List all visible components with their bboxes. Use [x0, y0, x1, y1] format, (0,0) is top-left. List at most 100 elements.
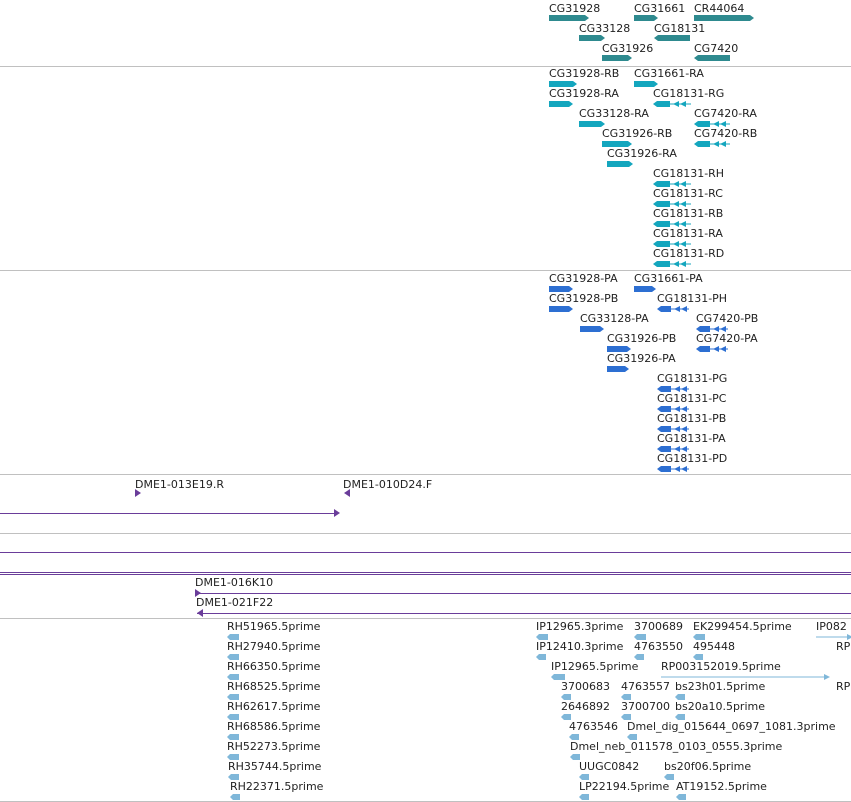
- feature-label[interactable]: CG18131-PH: [657, 292, 728, 305]
- forward-feature-glyph[interactable]: [634, 285, 658, 293]
- feature-label[interactable]: RH68525.5prime: [227, 680, 321, 693]
- forward-feature-glyph[interactable]: [634, 14, 660, 22]
- feature-label[interactable]: CG31661: [634, 2, 686, 15]
- forward-feature-glyph[interactable]: [634, 80, 660, 88]
- feature-label[interactable]: CG18131-RH: [653, 167, 725, 180]
- reverse-exon-glyph[interactable]: [653, 220, 695, 228]
- feature-label[interactable]: CG18131-RD: [653, 247, 725, 260]
- reverse-exon-glyph[interactable]: [694, 120, 734, 128]
- feature-label[interactable]: 4763557: [621, 680, 670, 693]
- forward-feature-glyph[interactable]: [694, 14, 756, 22]
- reverse-feature-glyph[interactable]: [694, 54, 734, 62]
- feature-label[interactable]: RH66350.5prime: [227, 660, 321, 673]
- feature-label[interactable]: IP12965.3prime: [536, 620, 624, 633]
- clone-end-marker[interactable]: [194, 589, 202, 597]
- feature-label[interactable]: Dmel_neb_011578_0103_0555.3prime: [570, 740, 783, 753]
- feature-label[interactable]: bs23h01.5prime: [675, 680, 766, 693]
- est-glyph[interactable]: [634, 633, 650, 641]
- forward-feature-glyph[interactable]: [602, 140, 634, 148]
- reverse-exon-glyph[interactable]: [696, 345, 732, 353]
- clone-span-line[interactable]: [0, 552, 851, 553]
- reverse-exon-glyph[interactable]: [653, 180, 695, 188]
- feature-label[interactable]: CG33128-PA: [580, 312, 649, 325]
- est-glyph[interactable]: [227, 633, 243, 641]
- feature-label[interactable]: CG33128-RA: [579, 107, 649, 120]
- est-glyph[interactable]: [676, 793, 690, 801]
- feature-label[interactable]: CG31926-RA: [607, 147, 677, 160]
- forward-feature-glyph[interactable]: [549, 305, 575, 313]
- feature-label[interactable]: IP12410.3prime: [536, 640, 624, 653]
- feature-label[interactable]: DME1-010D24.F: [343, 478, 433, 491]
- est-glyph[interactable]: [579, 773, 593, 781]
- est-glyph[interactable]: [693, 633, 709, 641]
- est-glyph[interactable]: [536, 633, 552, 641]
- feature-label[interactable]: CG31926-PA: [607, 352, 676, 365]
- feature-label[interactable]: CG31928-PA: [549, 272, 618, 285]
- reverse-exon-glyph[interactable]: [657, 465, 693, 473]
- forward-feature-glyph[interactable]: [549, 14, 591, 22]
- feature-label[interactable]: RH27940.5prime: [227, 640, 321, 653]
- feature-label[interactable]: RP003152019.5prime: [661, 660, 781, 673]
- feature-label[interactable]: RH52273.5prime: [227, 740, 321, 753]
- est-glyph[interactable]: [627, 733, 641, 741]
- feature-label[interactable]: DME1-021F22: [196, 596, 274, 609]
- reverse-feature-glyph[interactable]: [654, 34, 694, 42]
- feature-label[interactable]: AT19152.5prime: [676, 780, 767, 793]
- est-glyph[interactable]: [228, 773, 243, 781]
- reverse-exon-glyph[interactable]: [657, 305, 693, 313]
- feature-label[interactable]: 3700683: [561, 680, 610, 693]
- forward-feature-glyph[interactable]: [579, 120, 607, 128]
- feature-label[interactable]: DME1-016K10: [195, 576, 274, 589]
- reverse-exon-glyph[interactable]: [657, 445, 693, 453]
- forward-feature-glyph[interactable]: [549, 80, 579, 88]
- feature-label[interactable]: bs20f06.5prime: [664, 760, 752, 773]
- clone-end-marker[interactable]: [196, 609, 204, 617]
- feature-label[interactable]: CG31926: [602, 42, 654, 55]
- feature-label[interactable]: 4763550: [634, 640, 683, 653]
- feature-label[interactable]: CG31928-PB: [549, 292, 619, 305]
- feature-label[interactable]: 3700700: [621, 700, 670, 713]
- feature-label[interactable]: CG7420-PA: [696, 332, 758, 345]
- feature-label[interactable]: CG31928: [549, 2, 601, 15]
- feature-label[interactable]: CG7420-PB: [696, 312, 759, 325]
- feature-label[interactable]: DME1-013E19.R: [135, 478, 224, 491]
- feature-label[interactable]: CG31661-RA: [634, 67, 704, 80]
- clone-span-line[interactable]: [197, 613, 851, 614]
- feature-label[interactable]: CG18131-PG: [657, 372, 728, 385]
- feature-label[interactable]: CG18131: [654, 22, 706, 35]
- est-glyph[interactable]: [675, 713, 689, 721]
- est-glyph[interactable]: [227, 733, 243, 741]
- est-glyph[interactable]: [621, 693, 635, 701]
- est-glyph[interactable]: [536, 653, 550, 661]
- feature-label[interactable]: CG31928-RB: [549, 67, 620, 80]
- est-glyph[interactable]: [569, 733, 583, 741]
- est-glyph[interactable]: [227, 693, 243, 701]
- feature-label[interactable]: Dmel_dig_015644_0697_1081.3prime: [627, 720, 836, 733]
- feature-label[interactable]: LP22194.5prime: [579, 780, 670, 793]
- feature-label[interactable]: CG18131-RG: [653, 87, 725, 100]
- forward-feature-glyph[interactable]: [607, 160, 635, 168]
- feature-label[interactable]: RP: [836, 640, 851, 653]
- est-glyph[interactable]: [227, 673, 243, 681]
- est-glyph[interactable]: [693, 653, 707, 661]
- feature-label[interactable]: RH35744.5prime: [228, 760, 322, 773]
- est-glyph[interactable]: [561, 693, 575, 701]
- est-span-glyph[interactable]: [661, 673, 832, 681]
- feature-label[interactable]: bs20a10.5prime: [675, 700, 765, 713]
- feature-label[interactable]: CG7420-RA: [694, 107, 757, 120]
- feature-label[interactable]: CG31661-PA: [634, 272, 703, 285]
- forward-feature-glyph[interactable]: [579, 34, 607, 42]
- est-glyph[interactable]: [664, 773, 678, 781]
- feature-label[interactable]: RH62617.5prime: [227, 700, 321, 713]
- est-glyph[interactable]: [634, 653, 648, 661]
- reverse-exon-glyph[interactable]: [657, 425, 693, 433]
- feature-label[interactable]: CG18131-PD: [657, 452, 728, 465]
- est-glyph[interactable]: [227, 713, 243, 721]
- clone-span-line[interactable]: [0, 513, 336, 514]
- est-glyph[interactable]: [551, 673, 569, 681]
- clone-end-marker[interactable]: [343, 489, 351, 497]
- feature-label[interactable]: RH51965.5prime: [227, 620, 321, 633]
- forward-feature-glyph[interactable]: [607, 365, 631, 373]
- feature-label[interactable]: CG18131-PA: [657, 432, 726, 445]
- feature-label[interactable]: 4763546: [569, 720, 618, 733]
